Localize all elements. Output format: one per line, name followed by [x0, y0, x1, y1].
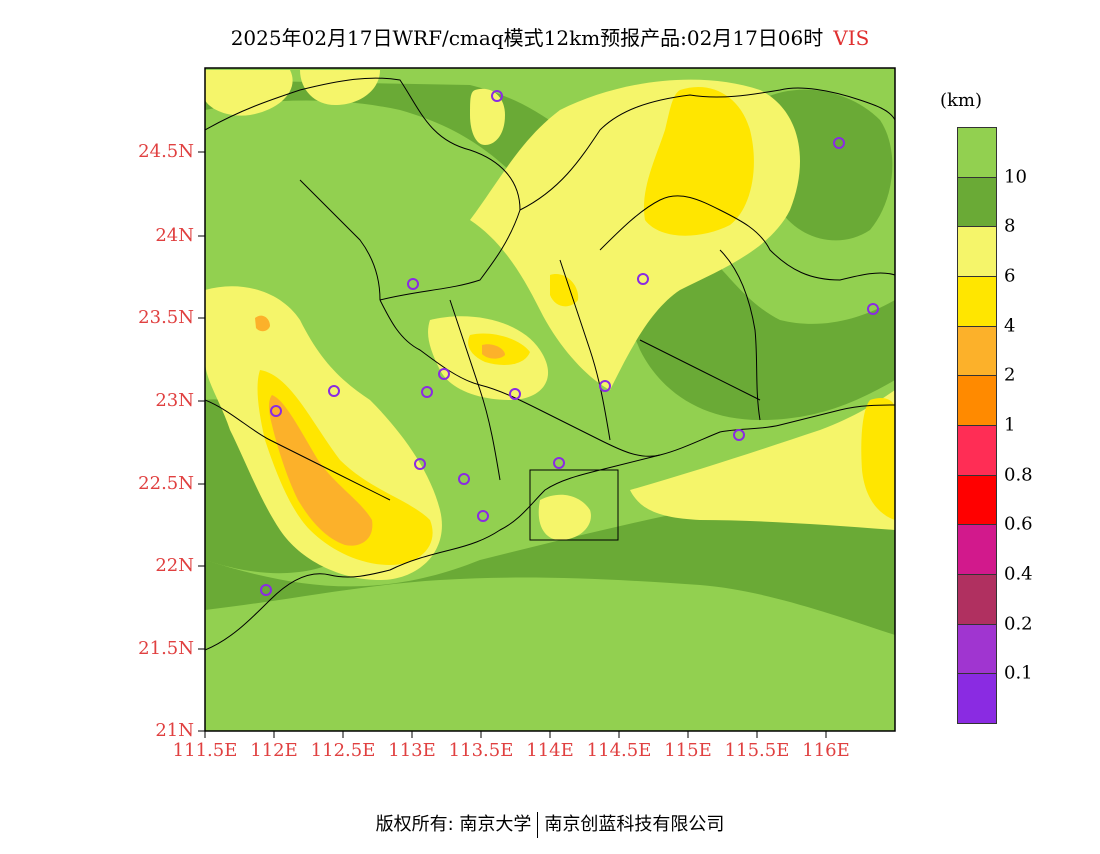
station-marker	[407, 278, 419, 290]
footer-separator	[537, 812, 539, 838]
legend-swatch	[957, 623, 997, 675]
vis-zone-6-8-nw	[205, 70, 293, 116]
station-marker	[599, 380, 611, 392]
vis-zone-2-4	[269, 395, 373, 546]
lon-label: 112E	[250, 740, 298, 761]
legend-swatch	[957, 474, 997, 526]
legend-swatch	[957, 325, 997, 377]
legend-tick-label: 1	[1004, 414, 1016, 436]
lat-label: 21N	[155, 720, 194, 741]
axis-ticks	[198, 151, 827, 738]
legend-tick-label: 2	[1004, 364, 1016, 386]
color-legend	[957, 127, 997, 724]
title-variable: VIS	[833, 26, 870, 50]
legend-tick-label: 0.2	[1004, 613, 1033, 635]
hk-region-box	[529, 469, 619, 541]
lon-label: 114.5E	[586, 740, 652, 761]
station-marker	[260, 584, 272, 596]
map-title: 2025年02月17日WRF/cmaq模式12km预报产品:02月17日06时 V…	[0, 22, 1100, 51]
vis-zone-6-8-island	[470, 88, 505, 145]
coastline	[205, 404, 895, 651]
legend-swatch	[957, 673, 997, 724]
lon-label: 116E	[802, 740, 850, 761]
station-marker	[328, 385, 340, 397]
vis-band-8-10-coastal	[205, 455, 895, 635]
lon-label: 112.5E	[310, 740, 376, 761]
legend-swatch	[957, 176, 997, 228]
lat-label: 24N	[155, 225, 194, 246]
legend-swatch	[957, 375, 997, 426]
legend-swatch	[957, 226, 997, 277]
legend-swatch	[957, 524, 997, 575]
station-marker	[438, 368, 450, 380]
lat-label: 23N	[155, 390, 194, 411]
legend-swatch	[957, 127, 997, 178]
station-marker	[833, 137, 845, 149]
footer-company: 南京创蓝科技有限公司	[544, 814, 725, 835]
lon-label: 113.5E	[448, 740, 514, 761]
footer: 版权所有: 南京大学 南京创蓝科技有限公司	[0, 810, 1100, 838]
footer-copyright: 版权所有: 南京大学	[375, 814, 532, 835]
vis-zone-4-6-east-edge	[861, 398, 895, 520]
vis-zone-4-6-west	[257, 370, 433, 565]
station-marker	[553, 457, 565, 469]
legend-tick-label: 0.6	[1004, 513, 1033, 535]
station-marker	[421, 386, 433, 398]
station-marker	[867, 303, 879, 315]
vis-zone-2-4-small	[255, 315, 270, 332]
legend-tick-label: 10	[1004, 166, 1027, 188]
station-marker	[491, 90, 503, 102]
lat-label: 22N	[155, 555, 194, 576]
lon-label: 115E	[664, 740, 712, 761]
lat-label: 22.5N	[138, 473, 194, 494]
legend-swatch	[957, 425, 997, 476]
title-main: 2025年02月17日WRF/cmaq模式12km预报产品:02月17日06时	[230, 26, 824, 50]
station-marker	[509, 388, 521, 400]
vis-zone-6-8-coast-east	[630, 390, 895, 530]
station-marker	[414, 458, 426, 470]
legend-tick-label: 0.1	[1004, 662, 1033, 684]
station-marker	[270, 405, 282, 417]
station-marker	[733, 429, 745, 441]
visibility-field	[205, 68, 895, 731]
vis-band-8-10-inland	[205, 80, 895, 420]
lon-label: 111.5E	[172, 740, 238, 761]
vis-zone-2-4-mid	[482, 344, 505, 359]
legend-tick-label: 6	[1004, 265, 1016, 287]
lat-label: 24.5N	[138, 141, 194, 162]
vis-zone-4-6-small	[550, 274, 579, 307]
legend-tick-label: 8	[1004, 215, 1016, 237]
station-marker	[458, 473, 470, 485]
lon-label: 114E	[526, 740, 574, 761]
province-boundaries	[205, 77, 895, 501]
station-marker	[477, 510, 489, 522]
vis-zone-6-8-hk	[538, 494, 591, 540]
station-marker	[637, 273, 649, 285]
legend-unit: (km)	[940, 90, 983, 111]
lon-label: 115.5E	[724, 740, 790, 761]
legend-swatch	[957, 276, 997, 327]
legend-swatch	[957, 574, 997, 625]
lat-label: 23.5N	[138, 307, 194, 328]
lat-label: 21.5N	[138, 638, 194, 659]
legend-tick-label: 0.8	[1004, 464, 1033, 486]
lon-label: 113E	[388, 740, 436, 761]
vis-zone-4-6-north	[644, 86, 754, 236]
station-markers	[260, 90, 879, 596]
legend-tick-label: 0.4	[1004, 563, 1033, 585]
legend-tick-label: 4	[1004, 315, 1016, 337]
